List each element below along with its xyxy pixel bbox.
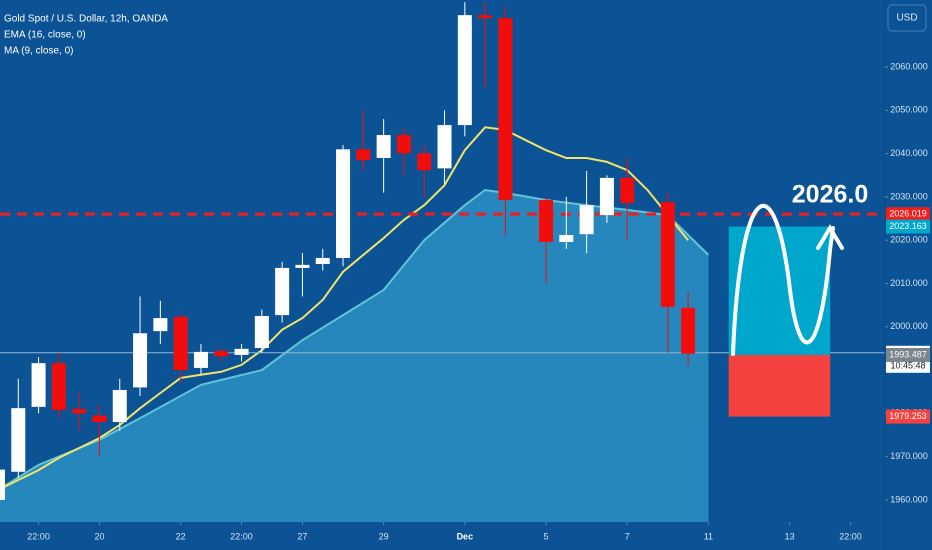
candle-body bbox=[214, 351, 229, 357]
annotation: 2026.0 bbox=[792, 181, 868, 209]
x-tick-label: 5 bbox=[544, 531, 549, 541]
candle-body bbox=[112, 389, 127, 423]
candle-body bbox=[72, 409, 87, 414]
candle-body bbox=[315, 257, 330, 265]
y-tick-label: 2000.000 bbox=[890, 321, 928, 331]
candle-body bbox=[396, 135, 411, 154]
candle-body bbox=[478, 15, 493, 19]
price-tag-label: 2026.019 bbox=[889, 209, 927, 219]
y-tick-label: 2010.000 bbox=[890, 278, 928, 288]
projection-arrow bbox=[816, 224, 844, 250]
candle-body bbox=[11, 408, 26, 472]
countdown-tag bbox=[886, 359, 930, 373]
y-tick-label: 1960.000 bbox=[890, 494, 928, 504]
ma-area bbox=[0, 190, 709, 522]
price-tag bbox=[886, 409, 930, 424]
x-tick-label: 13 bbox=[785, 531, 795, 541]
x-tick-label: 7 bbox=[625, 531, 630, 541]
candle-body bbox=[539, 199, 554, 242]
candle-body bbox=[133, 333, 148, 388]
candle-layer bbox=[0, 2, 696, 500]
x-tick-label: 27 bbox=[297, 531, 307, 541]
candle-body bbox=[498, 18, 513, 200]
candle-body bbox=[356, 149, 371, 161]
candle-body bbox=[660, 202, 675, 307]
x-tick-label: 11 bbox=[704, 531, 713, 541]
price-tag bbox=[886, 207, 930, 222]
y-tick-label: 2050.000 bbox=[890, 105, 928, 115]
candle-body bbox=[457, 15, 472, 126]
axis-layer: 1960.0001970.0001980.0001990.0002000.000… bbox=[27, 61, 930, 541]
y-tick-label: 2020.000 bbox=[890, 235, 928, 245]
stop-zone bbox=[728, 354, 831, 417]
currency-button[interactable] bbox=[887, 4, 927, 32]
x-tick-label: 22 bbox=[176, 531, 186, 541]
price-tag bbox=[886, 347, 930, 362]
price-tag bbox=[886, 219, 930, 234]
projection-curve bbox=[731, 203, 835, 356]
candle-body bbox=[437, 125, 452, 169]
x-tick-label: 29 bbox=[379, 531, 389, 541]
candle-body bbox=[417, 153, 432, 171]
legend-entry: MA (9, close, 0) bbox=[4, 46, 73, 57]
legend-entry: EMA (16, close, 0) bbox=[4, 30, 86, 41]
price-tag-label: 1979.253 bbox=[889, 411, 927, 421]
candle-body bbox=[254, 315, 269, 348]
candle-body bbox=[153, 318, 168, 332]
ema-line bbox=[0, 126, 689, 491]
y-tick-label: 2030.000 bbox=[890, 191, 928, 201]
candle-body bbox=[234, 348, 249, 355]
candle-body bbox=[92, 415, 107, 423]
price-tag-label: 2023.163 bbox=[889, 221, 927, 231]
candle-body bbox=[295, 264, 310, 268]
candle-body bbox=[0, 469, 5, 500]
candle-body bbox=[579, 205, 594, 235]
currency-label: USD bbox=[896, 13, 917, 24]
candle-body bbox=[173, 316, 188, 371]
y-tick-label: 2040.000 bbox=[890, 148, 928, 158]
x-tick-label: 22:00 bbox=[230, 531, 253, 541]
chart-title: Gold Spot / U.S. Dollar, 12h, OANDA bbox=[4, 14, 168, 25]
candle-body bbox=[376, 135, 391, 158]
candle-body bbox=[275, 267, 290, 316]
candle-body bbox=[336, 149, 351, 258]
candle-body bbox=[193, 351, 208, 368]
candle-body bbox=[681, 307, 696, 354]
candle-body bbox=[599, 177, 614, 216]
x-tick-label: 22:00 bbox=[27, 531, 50, 541]
price-tag-label: 1993.487 bbox=[889, 349, 927, 359]
y-tick-label: 1970.000 bbox=[890, 451, 928, 461]
candle-body bbox=[31, 363, 46, 407]
countdown-label: 10:45:48 bbox=[890, 361, 925, 371]
x-tick-label: Dec bbox=[457, 531, 474, 541]
y-tick-label: 2060.000 bbox=[890, 61, 928, 71]
candle-body bbox=[51, 363, 66, 410]
candle-body bbox=[559, 235, 574, 242]
x-tick-label: 22:00 bbox=[839, 531, 862, 541]
candle-body bbox=[620, 177, 635, 203]
x-tick-label: 20 bbox=[94, 531, 104, 541]
